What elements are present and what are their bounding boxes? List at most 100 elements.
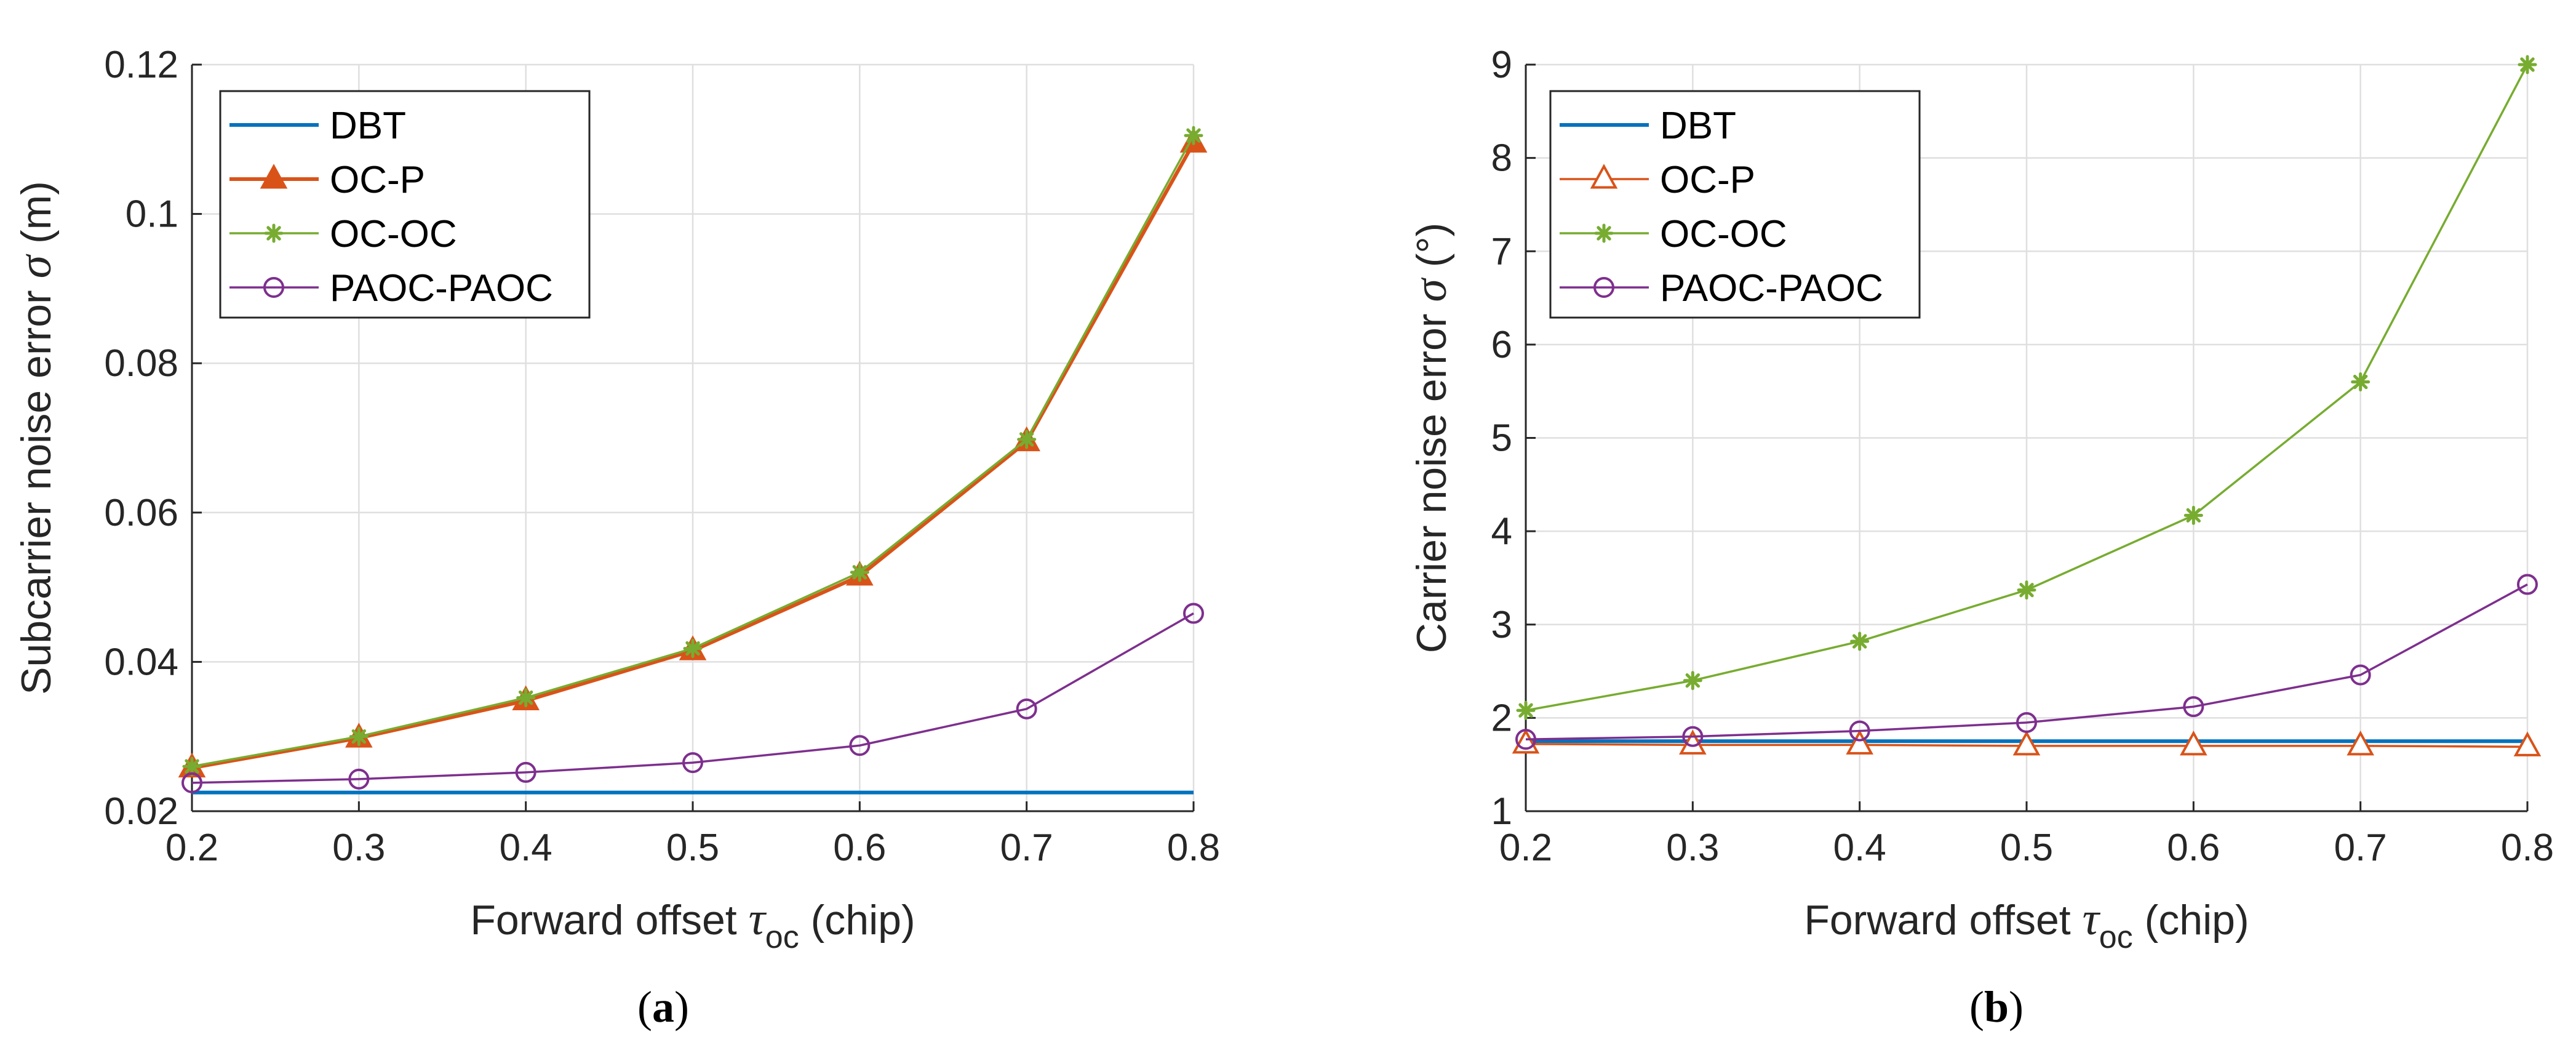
x-tick-label: 0.3: [332, 827, 385, 869]
series-paoc-paoc-marker: [181, 772, 202, 793]
series-paoc-paoc-marker: [849, 735, 871, 756]
panel-caption-paren-open: (: [1969, 982, 1984, 1032]
x-axis-label-unit: (chip): [2133, 897, 2249, 944]
panel-caption-a: (a): [637, 982, 689, 1032]
panel-caption-paren-close: ): [2009, 982, 2024, 1032]
series-oc-oc-marker-stroke: [1685, 673, 1701, 688]
series-oc-oc-marker: [516, 688, 536, 708]
x-axis-label-symbol: τ: [749, 893, 767, 945]
series-oc-oc-marker: [2518, 55, 2537, 74]
x-axis-label-text: Forward offset: [470, 897, 748, 944]
x-tick-label: 0.8: [2501, 827, 2554, 869]
legend-item-dbt-label: DBT: [1660, 105, 1736, 147]
series-oc-p-marker: [2012, 731, 2041, 756]
panel-caption-b: (b): [1969, 982, 2024, 1032]
y-axis-label: Carrier noise error σ (°): [1405, 223, 1456, 653]
series-paoc-paoc-marker: [1682, 726, 1704, 747]
series-paoc-paoc-marker: [2517, 574, 2538, 595]
x-tick-label: 0.8: [1167, 827, 1220, 869]
series-oc-oc-marker-stroke: [1852, 634, 1867, 649]
x-tick-label: 0.2: [1499, 827, 1552, 869]
series-oc-oc-marker-stroke: [2019, 582, 2034, 598]
legend-item-oc-p: OC-P: [229, 159, 425, 201]
series-paoc-paoc: [181, 603, 1204, 793]
series-paoc-paoc-marker: [348, 768, 370, 790]
y-axis-label-text: Carrier noise error: [1408, 302, 1455, 654]
series-paoc-paoc-marker: [682, 752, 703, 774]
legend-item-oc-oc-marker-stroke: [1597, 226, 1611, 241]
chart-panel-b: 0.2 0.3 0.4 0.5 0.6 0.7 0.8 1 2 3 4 5 6 7 8 9 Forward of…: [1405, 44, 2554, 1032]
series-oc-oc-marker-stroke: [2520, 57, 2535, 72]
y-tick-label: 1: [1491, 790, 1512, 833]
y-axis-label-symbol: σ: [9, 254, 61, 278]
series-oc-oc-marker: [2183, 505, 2203, 525]
y-tick-label: 0.06: [104, 492, 178, 534]
legend-item-oc-oc: OC-OC: [229, 213, 457, 255]
series-oc-oc-marker: [1683, 671, 1702, 691]
x-axis-label: Forward offset τoc (chip): [470, 893, 915, 955]
x-tick-label: 0.6: [833, 827, 886, 869]
panel-caption-paren-close: ): [674, 982, 689, 1032]
y-tick-label: 5: [1491, 417, 1512, 460]
legend-item-paoc-paoc-marker: [263, 277, 284, 298]
series-oc-oc-marker-stroke: [852, 565, 867, 580]
series-paoc-paoc-marker: [515, 761, 536, 783]
x-tick-label: 0.3: [1666, 827, 1719, 869]
y-axis-label-symbol: σ: [1405, 278, 1456, 302]
x-tick-label: 0.2: [165, 827, 218, 869]
series-oc-oc-marker: [349, 727, 369, 747]
x-axis-label: Forward offset τoc (chip): [1804, 893, 2249, 955]
series-oc-oc-marker-stroke: [2186, 508, 2201, 523]
y-tick-label: 7: [1491, 230, 1512, 273]
series-oc-oc-marker-stroke: [2353, 374, 2368, 390]
legend-item-paoc-paoc-label: PAOC-PAOC: [330, 267, 553, 310]
series-oc-oc-marker-stroke: [1186, 128, 1201, 143]
legend-item-paoc-paoc-marker: [1593, 277, 1614, 298]
legend-item-dbt: DBT: [1560, 105, 1736, 147]
y-axis-label-text: Subcarrier noise error: [13, 278, 60, 694]
x-tick-label: 0.7: [1000, 827, 1053, 869]
series-oc-oc-marker-stroke: [185, 759, 199, 774]
legend-item-oc-oc: OC-OC: [1560, 213, 1787, 255]
series-paoc-paoc-line: [1525, 583, 2528, 740]
y-tick-label: 0.1: [126, 193, 178, 236]
series-oc-oc-marker: [1850, 631, 1870, 651]
y-tick-label: 4: [1491, 510, 1512, 553]
y-tick-label: 0.04: [104, 641, 178, 683]
series-oc-oc-marker-stroke: [1518, 703, 1533, 718]
x-tick-label: 0.4: [500, 827, 552, 869]
y-tick-label: 9: [1491, 44, 1512, 86]
x-axis-label-text: Forward offset: [1804, 897, 2082, 944]
series-oc-p-marker: [2180, 731, 2207, 756]
x-tick-label: 0.5: [2000, 827, 2053, 869]
series-paoc-paoc-line: [191, 612, 1194, 784]
series-oc-oc-marker: [2017, 580, 2036, 600]
series-oc-p-marker: [2347, 731, 2374, 756]
series-oc-oc: [1516, 55, 2537, 720]
series-paoc-paoc-marker: [2016, 711, 2037, 733]
chart-panel-a: 0.2 0.3 0.4 0.5 0.6 0.7 0.8 0.02 0.04 0.06 0.08 0.1…: [9, 44, 1220, 1032]
y-tick-label: 6: [1491, 324, 1512, 366]
legend-item-oc-oc-label: OC-OC: [330, 213, 457, 255]
series-oc-oc-marker-stroke: [518, 690, 533, 705]
legend-item-oc-oc-marker: [1594, 223, 1614, 243]
series-oc-oc-marker-stroke: [685, 641, 700, 656]
x-tick-label: 0.5: [666, 827, 719, 869]
series-oc-oc-marker: [182, 756, 202, 776]
legend-item-dbt-label: DBT: [330, 105, 406, 147]
y-axis-label: Subcarrier noise error σ (m): [9, 181, 61, 695]
panel-caption-paren-open: (: [637, 982, 652, 1032]
x-axis-label-subscript: oc: [2099, 920, 2133, 955]
series-oc-oc-marker-stroke: [351, 729, 367, 744]
legend-item-oc-p-marker: [1590, 164, 1618, 189]
x-axis-label-symbol: τ: [2083, 893, 2101, 945]
panel-caption-letter: a: [652, 982, 674, 1032]
series-oc-oc-marker: [683, 639, 703, 659]
series-oc-oc-marker: [1516, 700, 1536, 720]
x-axis-label-subscript: oc: [765, 920, 799, 955]
legend-item-oc-p-label: OC-P: [1660, 159, 1755, 201]
x-tick-label: 0.7: [2334, 827, 2387, 869]
y-tick-label: 8: [1491, 137, 1512, 180]
y-tick-label: 3: [1491, 604, 1512, 646]
